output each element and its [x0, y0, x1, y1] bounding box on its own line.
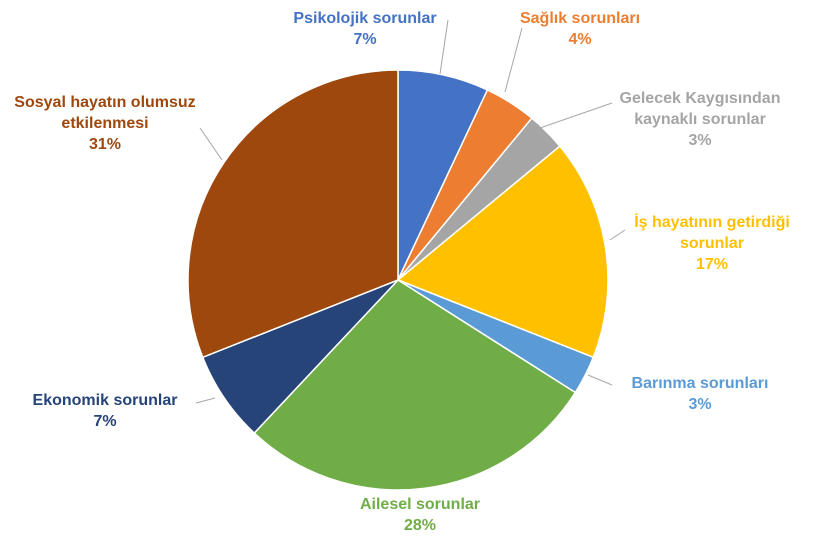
- leader-line: [539, 102, 613, 129]
- pie-slice: [187, 69, 399, 359]
- slice-label: Barınma sorunları 3%: [590, 373, 810, 415]
- slice-label: Ekonomik sorunlar 7%: [5, 390, 205, 432]
- slice-label: Psikolojik sorunlar 7%: [255, 8, 475, 50]
- slice-label: Ailesel sorunlar 28%: [310, 494, 530, 536]
- slice-label: Sağlık sorunları 4%: [480, 8, 680, 50]
- category-label: Sağlık sorunları: [519, 10, 641, 27]
- category-label: Ailesel sorunlar: [359, 496, 481, 513]
- slice-label: Gelecek Kaygısından kaynaklı sorunlar 3%: [600, 88, 800, 151]
- pie-slice: [396, 145, 609, 359]
- category-label: Sosyal hayatın olumsuz etkilenmesi: [14, 94, 196, 132]
- category-label: Barınma sorunları: [631, 375, 769, 392]
- leader-line: [504, 27, 523, 93]
- leader-line: [609, 229, 626, 241]
- value-label: 7%: [93, 413, 117, 430]
- value-label: 3%: [688, 396, 712, 413]
- value-label: 7%: [353, 31, 377, 48]
- category-label: Ekonomik sorunlar: [32, 392, 178, 409]
- leader-line: [199, 127, 223, 161]
- slice-label: İş hayatının getirdiği sorunlar 17%: [617, 212, 807, 275]
- leader-line: [195, 397, 216, 404]
- value-label: 17%: [695, 256, 729, 273]
- pie-slice: [253, 279, 577, 491]
- value-label: 31%: [88, 136, 122, 153]
- value-label: 4%: [568, 31, 592, 48]
- slice-label: Sosyal hayatın olumsuz etkilenmesi 31%: [5, 92, 205, 155]
- leader-line: [439, 19, 449, 75]
- leader-line: [587, 374, 613, 386]
- value-label: 3%: [688, 132, 712, 149]
- value-label: 28%: [403, 517, 437, 534]
- category-label: Gelecek Kaygısından kaynaklı sorunlar: [619, 90, 781, 128]
- category-label: İş hayatının getirdiği sorunlar: [634, 214, 790, 252]
- category-label: Psikolojik sorunlar: [293, 10, 437, 27]
